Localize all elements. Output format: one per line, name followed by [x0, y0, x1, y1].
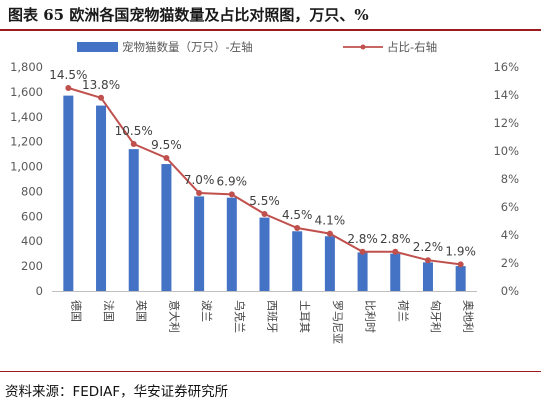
- share-marker-7: [261, 211, 268, 217]
- axes: 0 200 400 600 800 1,000 1,200 1,400 1,600 1,800 0%…: [10, 60, 519, 298]
- share-marker-11: [392, 248, 399, 255]
- chart-source: 资料来源：FEDIAF，华安证券研究所: [5, 384, 229, 400]
- share-marker-8: [294, 225, 301, 231]
- y-left-tick-label: 1,400: [10, 110, 43, 124]
- share-marker-13: [457, 261, 464, 268]
- category-label: 荷兰: [396, 300, 409, 322]
- category-label: 奥地利: [462, 300, 476, 333]
- bar-3: [128, 149, 139, 291]
- share-marker-4: [163, 155, 170, 161]
- category-label: 意大利: [167, 300, 181, 333]
- bar-11: [390, 253, 401, 291]
- y-right-tick-label: 8%: [501, 172, 519, 186]
- share-data-label: 7.0%: [184, 173, 215, 187]
- y-left-tick-label: 1,000: [10, 160, 43, 174]
- title-rule: [0, 29, 541, 31]
- category-label: 波兰: [200, 300, 213, 322]
- y-right-tick-label: 16%: [493, 60, 519, 74]
- legend-swatch-bar: [77, 42, 118, 52]
- share-marker-5: [196, 190, 203, 196]
- y-left-tick-label: 1,200: [10, 135, 43, 149]
- y-right-tick-label: 4%: [501, 228, 519, 242]
- share-data-label: 2.2%: [413, 240, 444, 254]
- y-right-tick-label: 6%: [501, 200, 519, 214]
- share-data-label: 1.9%: [445, 244, 476, 258]
- share-data-label: 4.1%: [315, 214, 346, 228]
- y-left-tick-label: 400: [21, 234, 43, 248]
- category-label: 西班牙: [266, 300, 279, 333]
- category-label: 德国: [69, 300, 83, 322]
- share-marker-1: [65, 85, 72, 91]
- bar-8: [292, 231, 303, 291]
- category-label: 比利时: [364, 300, 377, 333]
- share-marker-10: [359, 248, 366, 255]
- category-label: 土耳其: [298, 300, 311, 333]
- bar-12: [422, 262, 433, 291]
- category-label: 英国: [135, 300, 149, 322]
- bar-1: [63, 95, 74, 291]
- y-left-tick-label: 1,600: [10, 85, 43, 99]
- bar-2: [96, 105, 107, 291]
- y-right-tick-label: 12%: [493, 116, 519, 130]
- legend: 宠物猫数量（万只）-左轴 占比-右轴: [77, 40, 437, 54]
- share-marker-9: [326, 230, 333, 237]
- bar-4: [161, 164, 172, 291]
- category-label: 法国: [102, 300, 116, 322]
- share-data-label: 5.5%: [249, 194, 280, 208]
- bar-9: [324, 236, 335, 291]
- share-data-label: 14.5%: [49, 68, 87, 82]
- bar-7: [259, 217, 270, 291]
- y-right-tick-label: 0%: [501, 284, 519, 298]
- share-marker-3: [130, 141, 137, 147]
- share-marker-6: [228, 191, 235, 198]
- bar-13: [455, 266, 466, 291]
- y-left-tick-label: 600: [21, 209, 43, 223]
- y-right-tick-label: 14%: [493, 88, 519, 102]
- legend-label-bar: 宠物猫数量（万只）-左轴: [122, 40, 253, 54]
- labels: 14.5%13.8%10.5%9.5%7.0% 6.9%5.5%4.5% 4.1%2…: [49, 68, 476, 258]
- bar-6: [226, 197, 237, 291]
- y-left-tick-label: 800: [21, 184, 43, 198]
- category-label: 乌克兰: [233, 300, 247, 333]
- source-rule: [0, 371, 541, 372]
- share-data-label: 2.8%: [380, 232, 411, 246]
- legend-swatch-marker: [360, 44, 366, 50]
- share-data-label: 2.8%: [347, 232, 378, 246]
- share-marker-12: [424, 257, 431, 264]
- y-left-tick-label: 1,800: [10, 60, 43, 74]
- category-label: 罗马尼亚: [331, 300, 344, 344]
- share-data-label: 13.8%: [82, 78, 120, 92]
- legend-label-line: 占比-右轴: [387, 40, 437, 54]
- bars: 德国 法国 英国 意大利 波兰 乌克兰 西班牙 土耳其 罗马尼亚 比利时 荷兰 匈牙利 奥地利: [63, 95, 476, 344]
- share-data-label: 10.5%: [115, 124, 153, 138]
- chart-title: 图表 65 欧洲各国宠物猫数量及占比对照图，万只、%: [8, 6, 369, 24]
- y-right-tick-label: 2%: [501, 256, 519, 270]
- line-layer: [65, 85, 464, 268]
- share-data-label: 4.5%: [282, 208, 313, 222]
- share-data-label: 9.5%: [151, 138, 182, 152]
- y-left-tick-label: 0: [36, 284, 43, 298]
- y-left-tick-label: 200: [21, 259, 43, 273]
- chart-svg: 宠物猫数量（万只）-左轴 占比-右轴 0 200 400 600 800 1,000 1,2…: [10, 40, 519, 344]
- y-right-tick-label: 10%: [493, 144, 519, 158]
- bar-10: [357, 252, 368, 291]
- bar-5: [194, 196, 205, 291]
- share-marker-2: [98, 94, 105, 101]
- category-label: 匈牙利: [429, 300, 443, 333]
- share-data-label: 6.9%: [217, 174, 248, 188]
